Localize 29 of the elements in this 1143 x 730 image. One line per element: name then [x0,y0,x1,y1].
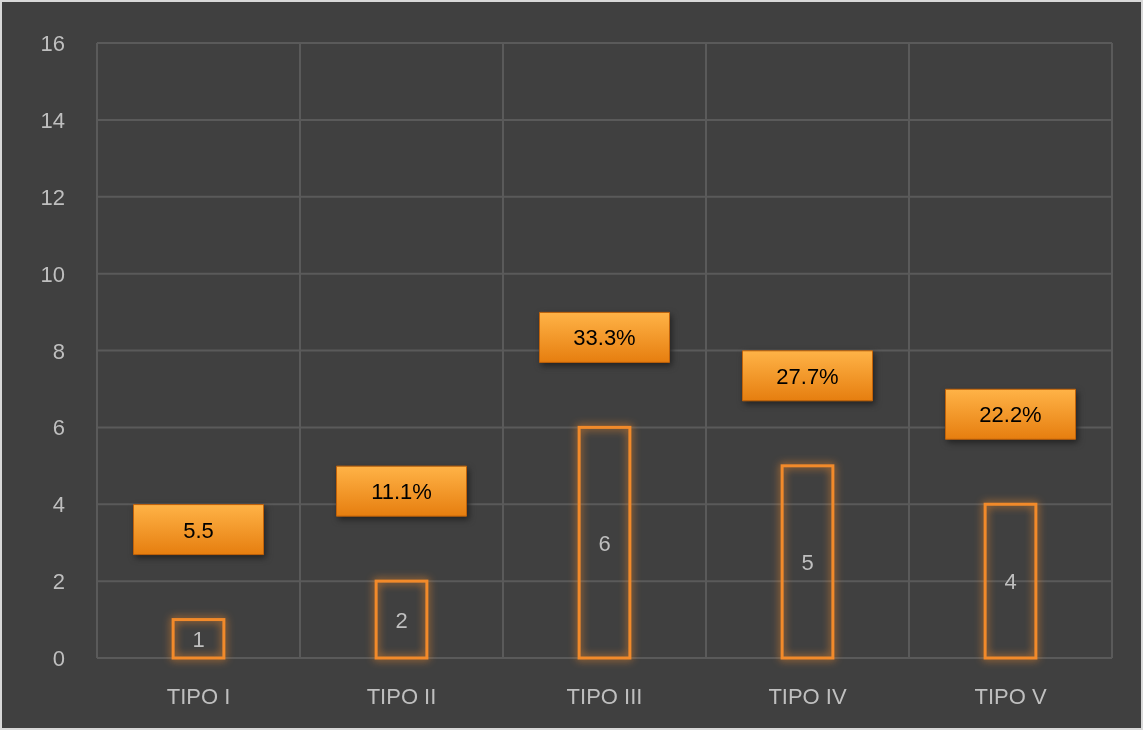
bar [171,618,226,660]
bar [780,464,835,660]
data-label: 6 [598,530,611,556]
data-label: 4 [1004,569,1017,595]
y-tick-label: 2 [52,569,65,595]
annotation: 33.3% [573,325,636,351]
y-tick-label: 8 [52,338,65,364]
y-tick-label: 10 [40,261,65,287]
x-tick-label: TIPO I [166,684,231,709]
x-tick-label: TIPO IV [768,684,847,709]
x-tick-label: TIPO III [566,684,643,709]
data-label: 1 [192,626,205,652]
x-tick-label: TIPO II [366,684,437,709]
bar [374,579,429,660]
data-label: 2 [395,607,408,633]
annotation: 5.5 [183,517,214,543]
bar [983,502,1038,660]
x-tick-label: TIPO V [974,684,1047,709]
y-tick-label: 0 [52,646,65,671]
bar [577,425,632,660]
annotation: 11.1% [371,479,432,505]
data-label: 5 [801,549,814,575]
annotation: 22.2% [979,402,1042,428]
y-tick-label: 14 [40,107,65,133]
y-tick-label: 16 [40,31,65,56]
y-tick-label: 6 [52,415,65,441]
annotation: 27.7% [776,363,839,389]
y-tick-label: 4 [52,492,65,518]
y-tick-label: 12 [40,184,65,210]
